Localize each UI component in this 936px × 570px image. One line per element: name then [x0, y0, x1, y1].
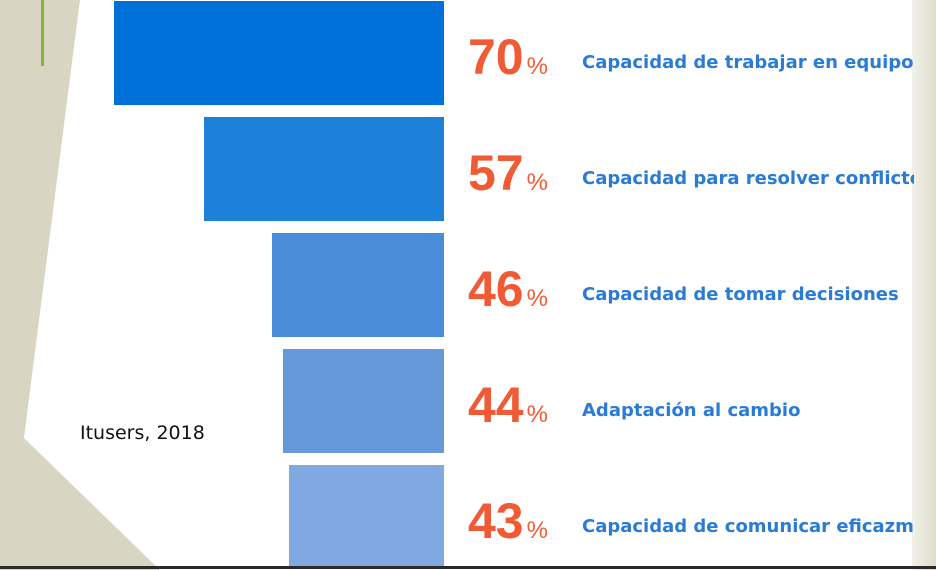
category-label: Capacidad para resolver conflictos	[582, 168, 933, 189]
funnel-bar	[204, 117, 444, 221]
source-citation: Itusers, 2018	[80, 422, 205, 444]
value-label: 43%	[468, 493, 548, 549]
funnel-bar	[114, 1, 444, 105]
right-edge-strip	[912, 0, 936, 570]
value-label: 57%	[468, 145, 548, 201]
category-label: Capacidad de comunicar eficazme	[582, 516, 926, 537]
category-label: Capacidad de tomar decisiones	[582, 284, 899, 305]
bottom-frame-line	[0, 566, 936, 569]
value-label: 44%	[468, 377, 548, 433]
category-label: Adaptación al cambio	[582, 400, 800, 421]
funnel-bar	[272, 233, 444, 337]
accent-line	[41, 0, 44, 66]
category-label: Capacidad de trabajar en equipo	[582, 52, 914, 73]
funnel-bar	[289, 465, 444, 569]
funnel-bar	[283, 349, 444, 453]
value-label: 46%	[468, 261, 548, 317]
value-label: 70%	[468, 29, 548, 85]
